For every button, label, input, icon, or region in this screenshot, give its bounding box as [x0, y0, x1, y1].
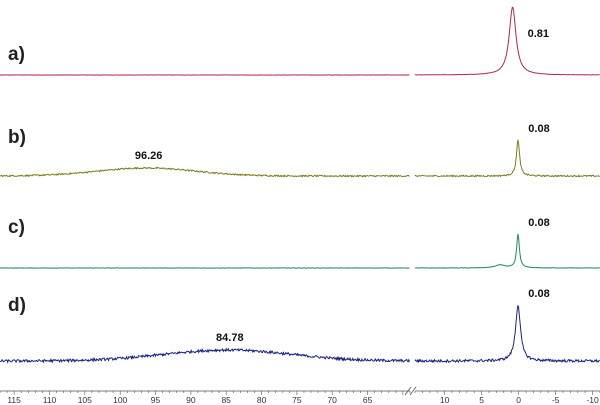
spectrum-c: c)	[0, 217, 600, 269]
tick-label: 65	[363, 395, 373, 405]
panel-label: d)	[8, 295, 26, 316]
peak-label: 84.78	[216, 332, 244, 344]
tick-label: 0	[516, 395, 521, 405]
spectrum-b: b)	[0, 127, 600, 178]
spectrum-traces: a) b) c) d)	[0, 6, 600, 364]
axis-break-icon	[404, 386, 417, 396]
panel-label: a)	[8, 44, 25, 65]
tick-label: 90	[186, 395, 196, 405]
tick-label: 85	[221, 395, 231, 405]
peak-label: 96.26	[135, 150, 163, 162]
peak-label: 0.08	[528, 217, 549, 229]
tick-label: 5	[479, 395, 484, 405]
tick-label: 95	[151, 395, 161, 405]
spectrum-line	[0, 166, 410, 178]
tick-label: 115	[7, 395, 21, 405]
tick-label: 105	[78, 395, 92, 405]
spectrum-line	[414, 139, 600, 178]
tick-label: 80	[257, 395, 267, 405]
x-axis: 115 110 105 100 95 90 85 80 75 70 65 10 5 0 -5 -10	[0, 386, 600, 405]
spectrum-line	[0, 347, 410, 364]
tick-label: 70	[327, 395, 337, 405]
tick-label: -10	[586, 395, 599, 405]
spectrum-line	[414, 233, 600, 269]
spectrum-a: a)	[0, 6, 600, 76]
spectrum-line	[414, 6, 600, 76]
peak-label: 0.81	[528, 28, 549, 40]
spectrum-line	[414, 305, 600, 364]
annotations: 0.81 0.08 96.26 0.08 0.08 84.78	[135, 28, 550, 344]
peak-label: 0.08	[528, 288, 549, 300]
tick-label: 110	[43, 395, 57, 405]
panel-label: b)	[8, 127, 26, 148]
tick-label: 100	[113, 395, 127, 405]
tick-label: 10	[440, 395, 450, 405]
peak-label: 0.08	[528, 123, 549, 135]
tick-label: 75	[292, 395, 302, 405]
spectrum-d: d)	[0, 295, 600, 364]
panel-label: c)	[8, 217, 25, 238]
tick-label: -5	[552, 395, 560, 405]
